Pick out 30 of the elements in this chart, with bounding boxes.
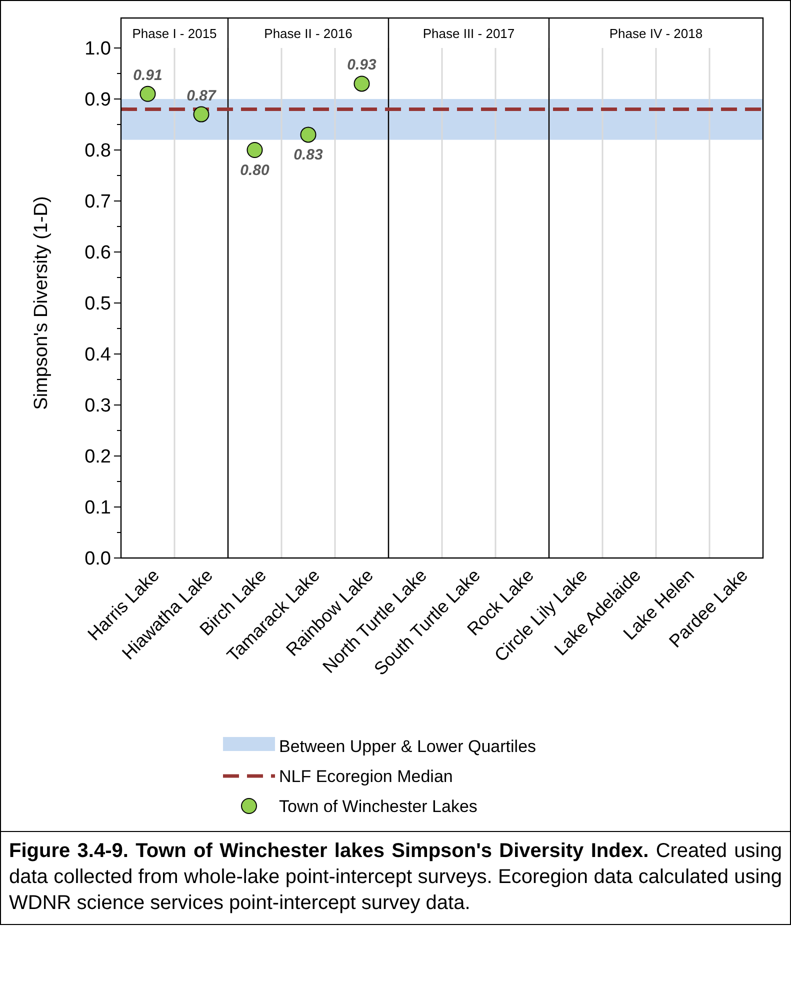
point [193,106,210,122]
data-label: 0.93 [347,56,377,74]
point [246,142,263,158]
y-tick-label: 0.1 [84,498,111,519]
data-label: 0.80 [240,162,270,179]
y-tick-label: 0.9 [84,90,111,111]
y-tick-label: 0.6 [84,242,111,264]
data-label: 0.83 [294,146,324,164]
text: Phase IV - 2018 [609,26,703,41]
y-tick-label: 0.5 [84,294,111,315]
caption: Figure 3.4-9. Town of Winchester lakes Simpson's Diversity Index. [9,840,649,862]
data-label: 0.91 [133,66,162,84]
legend-label: Town of Winchester Lakes [279,796,478,816]
y-tick-label: 0.0 [84,548,111,570]
y-tick-label: 0.7 [84,192,111,213]
text: Phase II - 2016 [264,26,352,41]
y-tick-label: 0.3 [84,396,111,417]
y-tick-label: 0.8 [84,140,111,162]
text: Phase I - 2015 [132,26,217,41]
point [140,86,156,102]
data-label: 0.87 [186,87,216,104]
y-tick-label: 0.4 [84,344,112,366]
y-axis-title: Simpson's Diversity (1-D) [31,196,52,410]
point [300,126,316,143]
legend-label: Between Upper & Lower Quartiles [279,736,536,756]
point [354,76,370,92]
y-tick-label: 0.2 [84,446,111,468]
text: Phase III - 2017 [422,26,515,41]
y-tick-label: 1.0 [84,38,111,60]
legend-label: NLF Ecoregion Median [279,766,453,786]
